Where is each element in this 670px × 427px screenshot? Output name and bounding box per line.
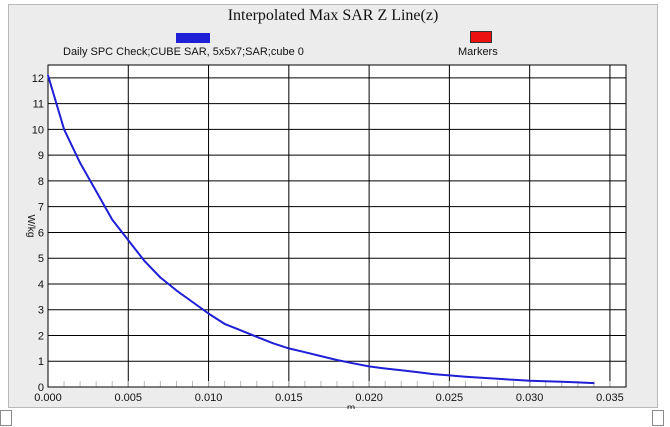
data-point <box>528 380 531 382</box>
y-tick-label-0: 0 <box>38 382 44 394</box>
x-tick-label-4: 0.020 <box>355 392 383 404</box>
data-point <box>223 323 226 325</box>
data-point <box>448 374 451 377</box>
data-point <box>496 377 499 380</box>
y-tick-label-9: 9 <box>38 150 44 162</box>
x-tick-label-2: 0.010 <box>195 392 223 404</box>
data-point <box>416 371 419 373</box>
x-tick-label-5: 0.025 <box>436 392 464 404</box>
data-point <box>207 312 210 315</box>
y-tick-label-12: 12 <box>32 73 44 85</box>
data-point <box>512 378 515 381</box>
data-point <box>544 380 547 383</box>
data-point <box>239 329 242 332</box>
data-point <box>480 376 483 379</box>
data-point <box>63 128 65 131</box>
data-point <box>432 373 435 375</box>
y-tick-label-4: 4 <box>38 279 44 291</box>
data-point <box>191 301 194 303</box>
data-point <box>271 342 274 345</box>
y-tick-label-1: 1 <box>38 356 44 368</box>
y-tick-label-5: 5 <box>38 253 44 265</box>
data-point <box>400 369 403 372</box>
data-point <box>255 335 258 338</box>
legend-swatch-series-1 <box>176 33 210 43</box>
x-tick-label-7: 0.035 <box>596 392 624 404</box>
x-tick-label-1: 0.005 <box>115 392 143 404</box>
chart-title: Interpolated Max SAR Z Line(z) <box>227 7 439 24</box>
data-point <box>464 375 467 378</box>
plot-area <box>48 65 626 387</box>
legend-label-series-1: Daily SPC Check;CUBE SAR, 5x5x7;SAR;cube… <box>63 46 304 58</box>
x-axis-title: m <box>347 403 355 409</box>
y-axis-title: W/kg <box>25 215 36 238</box>
data-point <box>560 381 563 383</box>
x-tick-label-0: 0.000 <box>34 392 62 404</box>
data-point <box>79 162 81 164</box>
data-point <box>159 276 162 279</box>
data-point <box>384 367 386 370</box>
y-tick-label-6: 6 <box>38 227 44 239</box>
data-point <box>577 381 579 384</box>
data-point <box>593 382 595 384</box>
y-tick-label-3: 3 <box>38 305 44 317</box>
y-tick-label-2: 2 <box>38 330 44 342</box>
x-tick-label-3: 0.015 <box>275 392 303 404</box>
y-tick-label-11: 11 <box>33 99 44 111</box>
data-point <box>95 190 97 193</box>
data-point <box>368 365 370 368</box>
plot-border <box>47 64 627 388</box>
data-point <box>288 347 290 350</box>
legend-label-markers: Markers <box>458 46 498 58</box>
data-point <box>127 239 130 241</box>
data-point <box>304 351 306 354</box>
data-point <box>111 218 114 221</box>
right-scroll-box[interactable] <box>652 410 664 426</box>
data-point <box>47 74 49 77</box>
x-tick-label-6: 0.030 <box>516 392 544 404</box>
data-point <box>320 355 322 357</box>
data-point <box>175 289 178 292</box>
data-point <box>143 259 146 262</box>
left-scroll-box[interactable] <box>0 410 12 426</box>
data-point <box>336 359 338 361</box>
data-point <box>352 362 354 365</box>
legend-swatch-markers <box>470 31 492 43</box>
y-tick-label-8: 8 <box>38 176 44 188</box>
chart-frame: Interpolated Max SAR Z Line(z) Daily SPC… <box>8 4 658 409</box>
y-tick-label-10: 10 <box>32 124 44 136</box>
y-tick-label-7: 7 <box>38 202 44 214</box>
